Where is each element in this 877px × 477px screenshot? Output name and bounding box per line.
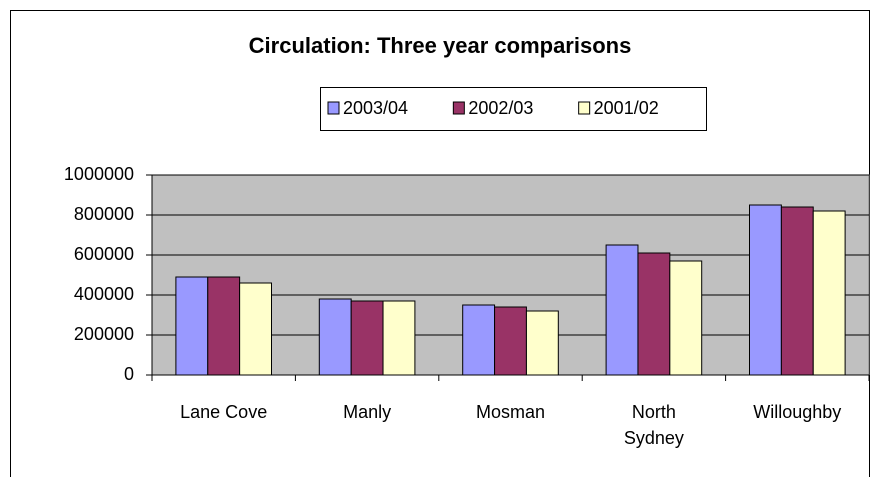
- bar: [207, 276, 241, 376]
- y-tick-label: 200000: [74, 324, 134, 344]
- bar: [525, 310, 559, 376]
- y-tick-label: 800000: [74, 204, 134, 224]
- bar: [239, 282, 272, 376]
- bar: [780, 206, 814, 376]
- y-tick-label: 600000: [74, 244, 134, 264]
- chart-title: Circulation: Three year comparisons: [249, 33, 632, 58]
- y-tick-label: 1000000: [64, 164, 134, 184]
- x-tick-label: Mosman: [475, 402, 546, 422]
- bar: [637, 252, 671, 376]
- x-tick-label: Manly: [343, 402, 392, 422]
- bar: [318, 298, 352, 376]
- bar: [175, 276, 209, 376]
- legend-label: 2003/04: [343, 98, 408, 118]
- bar: [462, 304, 496, 376]
- bar: [749, 204, 782, 376]
- legend-swatch: [452, 101, 465, 115]
- bar: [812, 210, 846, 376]
- y-tick-label: 0: [124, 364, 134, 384]
- x-tick-label: Lane Cove: [180, 402, 268, 422]
- legend: [320, 87, 707, 131]
- bar: [669, 260, 703, 376]
- legend-swatch: [327, 101, 340, 115]
- x-tick-label: Willoughby: [753, 402, 842, 422]
- x-tick-label: North Sydney: [623, 402, 684, 448]
- legend-label: 2001/02: [594, 98, 659, 118]
- legend-swatch: [578, 101, 591, 115]
- bar: [350, 300, 384, 376]
- bar: [494, 306, 527, 376]
- bar: [382, 300, 416, 376]
- bar: [605, 244, 639, 376]
- legend-label: 2002/03: [468, 98, 533, 118]
- y-tick-label: 400000: [74, 284, 134, 304]
